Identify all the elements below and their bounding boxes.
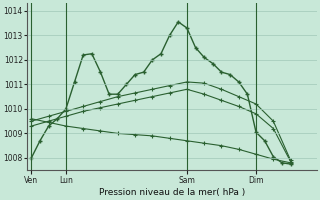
X-axis label: Pression niveau de la mer( hPa ): Pression niveau de la mer( hPa ) — [99, 188, 245, 197]
